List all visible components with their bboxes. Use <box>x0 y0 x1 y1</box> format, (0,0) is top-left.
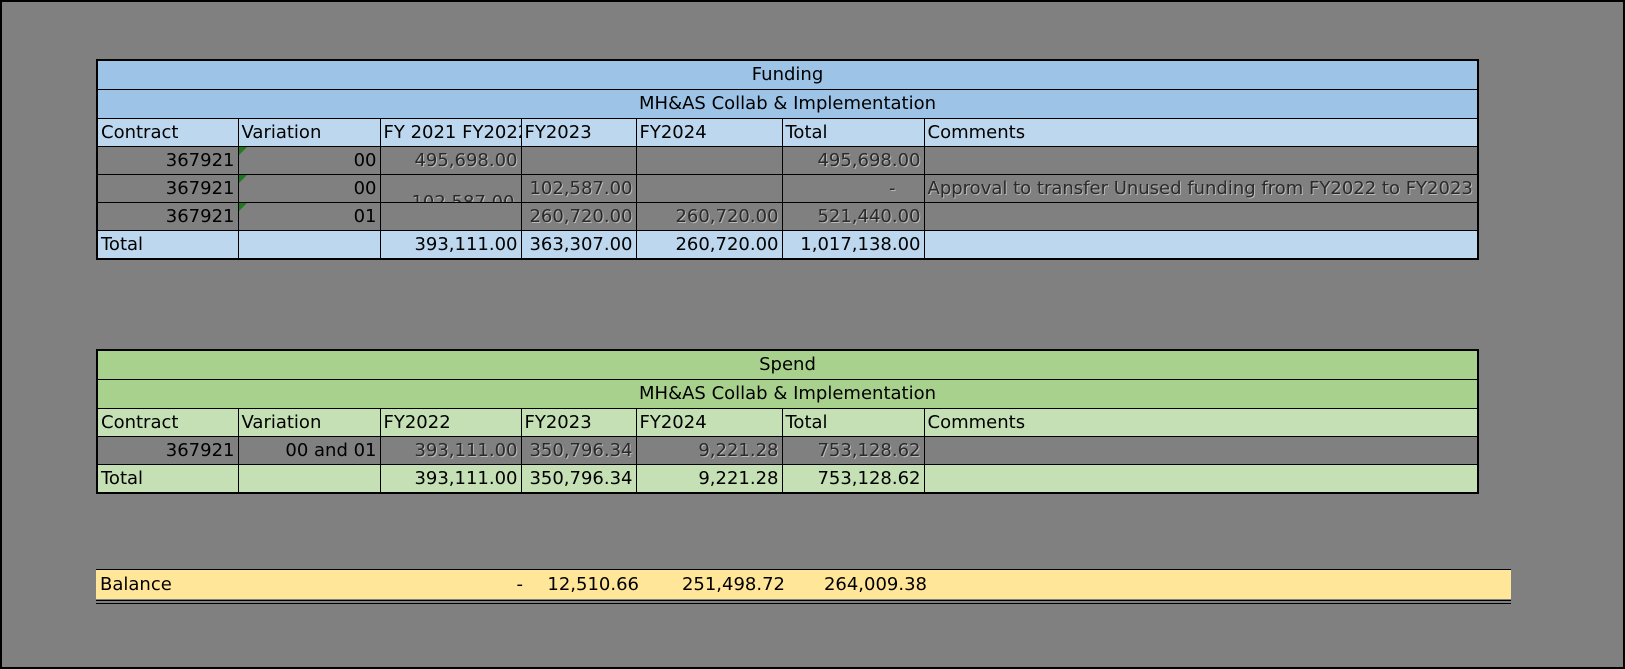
fy2023-cell[interactable]: 350,796.34 <box>520 436 637 465</box>
header-cell[interactable]: FY2024 <box>635 118 783 147</box>
fy2022-total[interactable]: 393,111.00 <box>379 230 522 260</box>
balance-fy2024: 251,498.72 <box>681 574 785 595</box>
comments-cell[interactable] <box>923 230 1479 260</box>
funding-title-row: Funding <box>96 59 1479 90</box>
fy2024-cell[interactable]: 9,221.28 <box>635 436 783 465</box>
spend-total-row: Total 393,111.00 350,796.34 9,221.28 753… <box>96 464 1479 494</box>
fy2023-total[interactable]: 363,307.00 <box>520 230 637 260</box>
header-cell[interactable]: Contract <box>96 118 239 147</box>
balance-fy2022: - <box>516 574 524 595</box>
header-cell[interactable]: Variation <box>237 118 381 147</box>
total-label[interactable]: Total <box>96 230 239 260</box>
header-cell[interactable]: Contract <box>96 408 239 437</box>
funding-table: Funding MH&AS Collab & Implementation Co… <box>96 59 1480 260</box>
fy2024-cell[interactable]: 260,720.00 <box>635 202 783 231</box>
header-cell[interactable]: Total <box>781 408 925 437</box>
balance-row[interactable]: Balance - 12,510.66 251,498.72 264,009.3… <box>96 569 1511 604</box>
fy2022-cell[interactable]: 495,698.00 <box>379 146 522 175</box>
fy2022-cell[interactable]: - 102,587.00 <box>379 174 522 203</box>
fy2023-total[interactable]: 350,796.34 <box>520 464 637 494</box>
fy2024-cell[interactable] <box>635 146 783 175</box>
spend-title: Spend <box>96 349 1479 380</box>
table-row: 367921 01 260,720.00 260,720.00 521,440.… <box>96 202 1479 231</box>
total-label[interactable]: Total <box>96 464 239 494</box>
funding-title: Funding <box>96 59 1479 90</box>
comments-cell[interactable] <box>923 202 1479 231</box>
contract-cell[interactable]: 367921 <box>96 436 239 465</box>
variation-cell[interactable]: 00 <box>237 146 381 175</box>
comments-cell[interactable] <box>923 146 1479 175</box>
fy2022-cell[interactable] <box>379 202 522 231</box>
empty-cell[interactable] <box>237 464 381 494</box>
table-row: 367921 00 - 102,587.00 102,587.00 - Appr… <box>96 174 1479 203</box>
comments-cell[interactable] <box>923 464 1479 494</box>
total-cell[interactable]: 521,440.00 <box>781 202 925 231</box>
variation-cell[interactable]: 01 <box>237 202 381 231</box>
contract-cell[interactable]: 367921 <box>96 202 239 231</box>
variation-cell[interactable]: 00 <box>237 174 381 203</box>
fy2024-cell[interactable] <box>635 174 783 203</box>
funding-header-row: Contract Variation FY 2021 FY2022 FY2023… <box>96 118 1479 147</box>
header-cell[interactable]: Comments <box>923 408 1479 437</box>
table-row: 367921 00 and 01 393,111.00 350,796.34 9… <box>96 436 1479 465</box>
spend-title-row: Spend <box>96 349 1479 380</box>
contract-cell[interactable]: 367921 <box>96 174 239 203</box>
fy2022-value: 102,587.00 <box>411 191 515 203</box>
total-cell[interactable]: 495,698.00 <box>781 146 925 175</box>
spend-header-row: Contract Variation FY2022 FY2023 FY2024 … <box>96 408 1479 437</box>
header-cell[interactable]: Variation <box>237 408 381 437</box>
table-row: 367921 00 495,698.00 495,698.00 <box>96 146 1479 175</box>
fy2023-cell[interactable] <box>520 146 637 175</box>
fy2022-cell[interactable]: 393,111.00 <box>379 436 522 465</box>
header-cell[interactable]: FY2024 <box>635 408 783 437</box>
fy2024-total[interactable]: 260,720.00 <box>635 230 783 260</box>
funding-total-row: Total 393,111.00 363,307.00 260,720.00 1… <box>96 230 1479 260</box>
grand-total[interactable]: 753,128.62 <box>781 464 925 494</box>
grand-total[interactable]: 1,017,138.00 <box>781 230 925 260</box>
total-cell[interactable]: - <box>781 174 925 203</box>
total-cell[interactable]: 753,128.62 <box>781 436 925 465</box>
fy2023-cell[interactable]: 102,587.00 <box>520 174 637 203</box>
fy2022-total[interactable]: 393,111.00 <box>379 464 522 494</box>
spend-subtitle: MH&AS Collab & Implementation <box>96 379 1479 409</box>
fy2023-cell[interactable]: 260,720.00 <box>520 202 637 231</box>
balance-total: 264,009.38 <box>823 574 927 595</box>
comments-cell[interactable] <box>923 436 1479 465</box>
header-cell[interactable]: FY2023 <box>520 118 637 147</box>
comments-cell[interactable]: Approval to transfer Unused funding from… <box>923 174 1479 203</box>
fy2024-total[interactable]: 9,221.28 <box>635 464 783 494</box>
header-cell[interactable]: FY2022 <box>379 408 522 437</box>
negative-sign: - <box>383 191 391 203</box>
variation-cell[interactable]: 00 and 01 <box>237 436 381 465</box>
balance-label: Balance <box>100 574 172 595</box>
funding-subtitle: MH&AS Collab & Implementation <box>96 89 1479 119</box>
header-cell[interactable]: FY 2021 FY2022 <box>379 118 522 147</box>
header-cell[interactable]: Comments <box>923 118 1479 147</box>
header-cell[interactable]: FY2023 <box>520 408 637 437</box>
contract-cell[interactable]: 367921 <box>96 146 239 175</box>
spend-table: Spend MH&AS Collab & Implementation Cont… <box>96 349 1480 494</box>
balance-fy2023: 12,510.66 <box>547 574 639 595</box>
empty-cell[interactable] <box>237 230 381 260</box>
header-cell[interactable]: Total <box>781 118 925 147</box>
funding-subtitle-row: MH&AS Collab & Implementation <box>96 89 1479 119</box>
spend-subtitle-row: MH&AS Collab & Implementation <box>96 379 1479 409</box>
